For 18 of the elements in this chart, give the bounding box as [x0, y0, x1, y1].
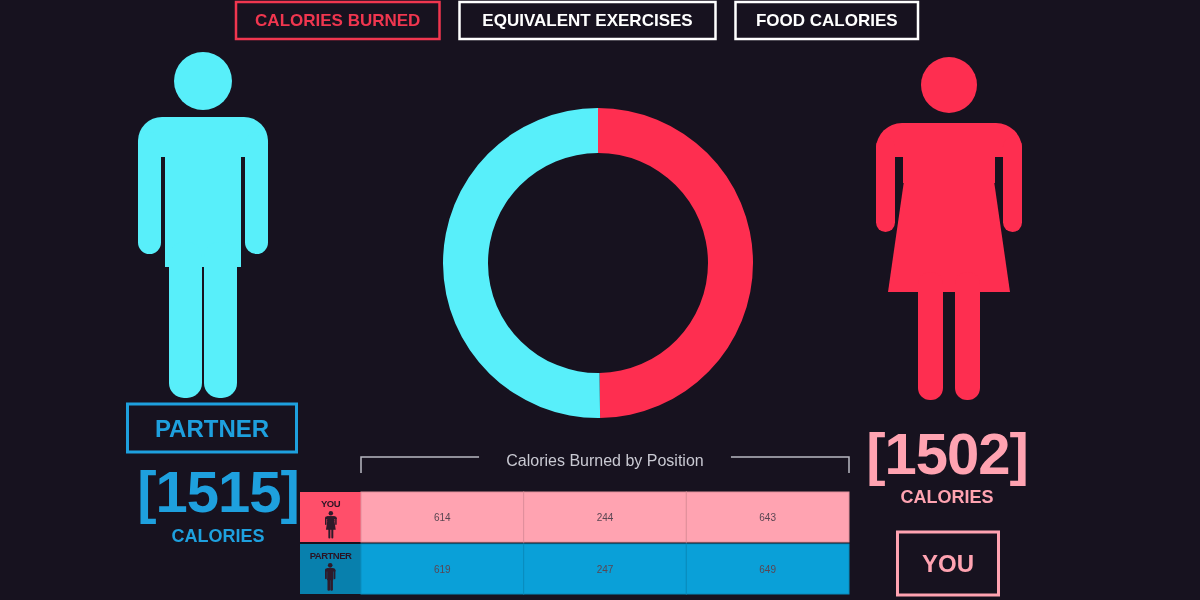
donut-slice [443, 108, 601, 418]
chart-title: Calories Burned by Position [506, 452, 704, 469]
text: FOOD CALORIES [755, 11, 898, 30]
text: CALORIES [171, 526, 265, 546]
data-label: 614 [433, 511, 452, 523]
text: CALORIES BURNED [255, 11, 421, 30]
text: EQUIVALENT EXERCISES [482, 11, 693, 30]
data-label: 649 [759, 563, 777, 575]
data-label: 619 [433, 563, 452, 575]
text: PARTNER [154, 415, 270, 442]
text: CALORIES [900, 487, 994, 507]
data-label: 643 [759, 511, 777, 523]
data-label: 247 [596, 563, 614, 575]
donut-slice [598, 108, 753, 418]
data-label: [1515] [137, 459, 299, 524]
data-label: 244 [596, 511, 614, 523]
data-label: [1502] [866, 421, 1028, 486]
text: YOU [921, 550, 975, 577]
